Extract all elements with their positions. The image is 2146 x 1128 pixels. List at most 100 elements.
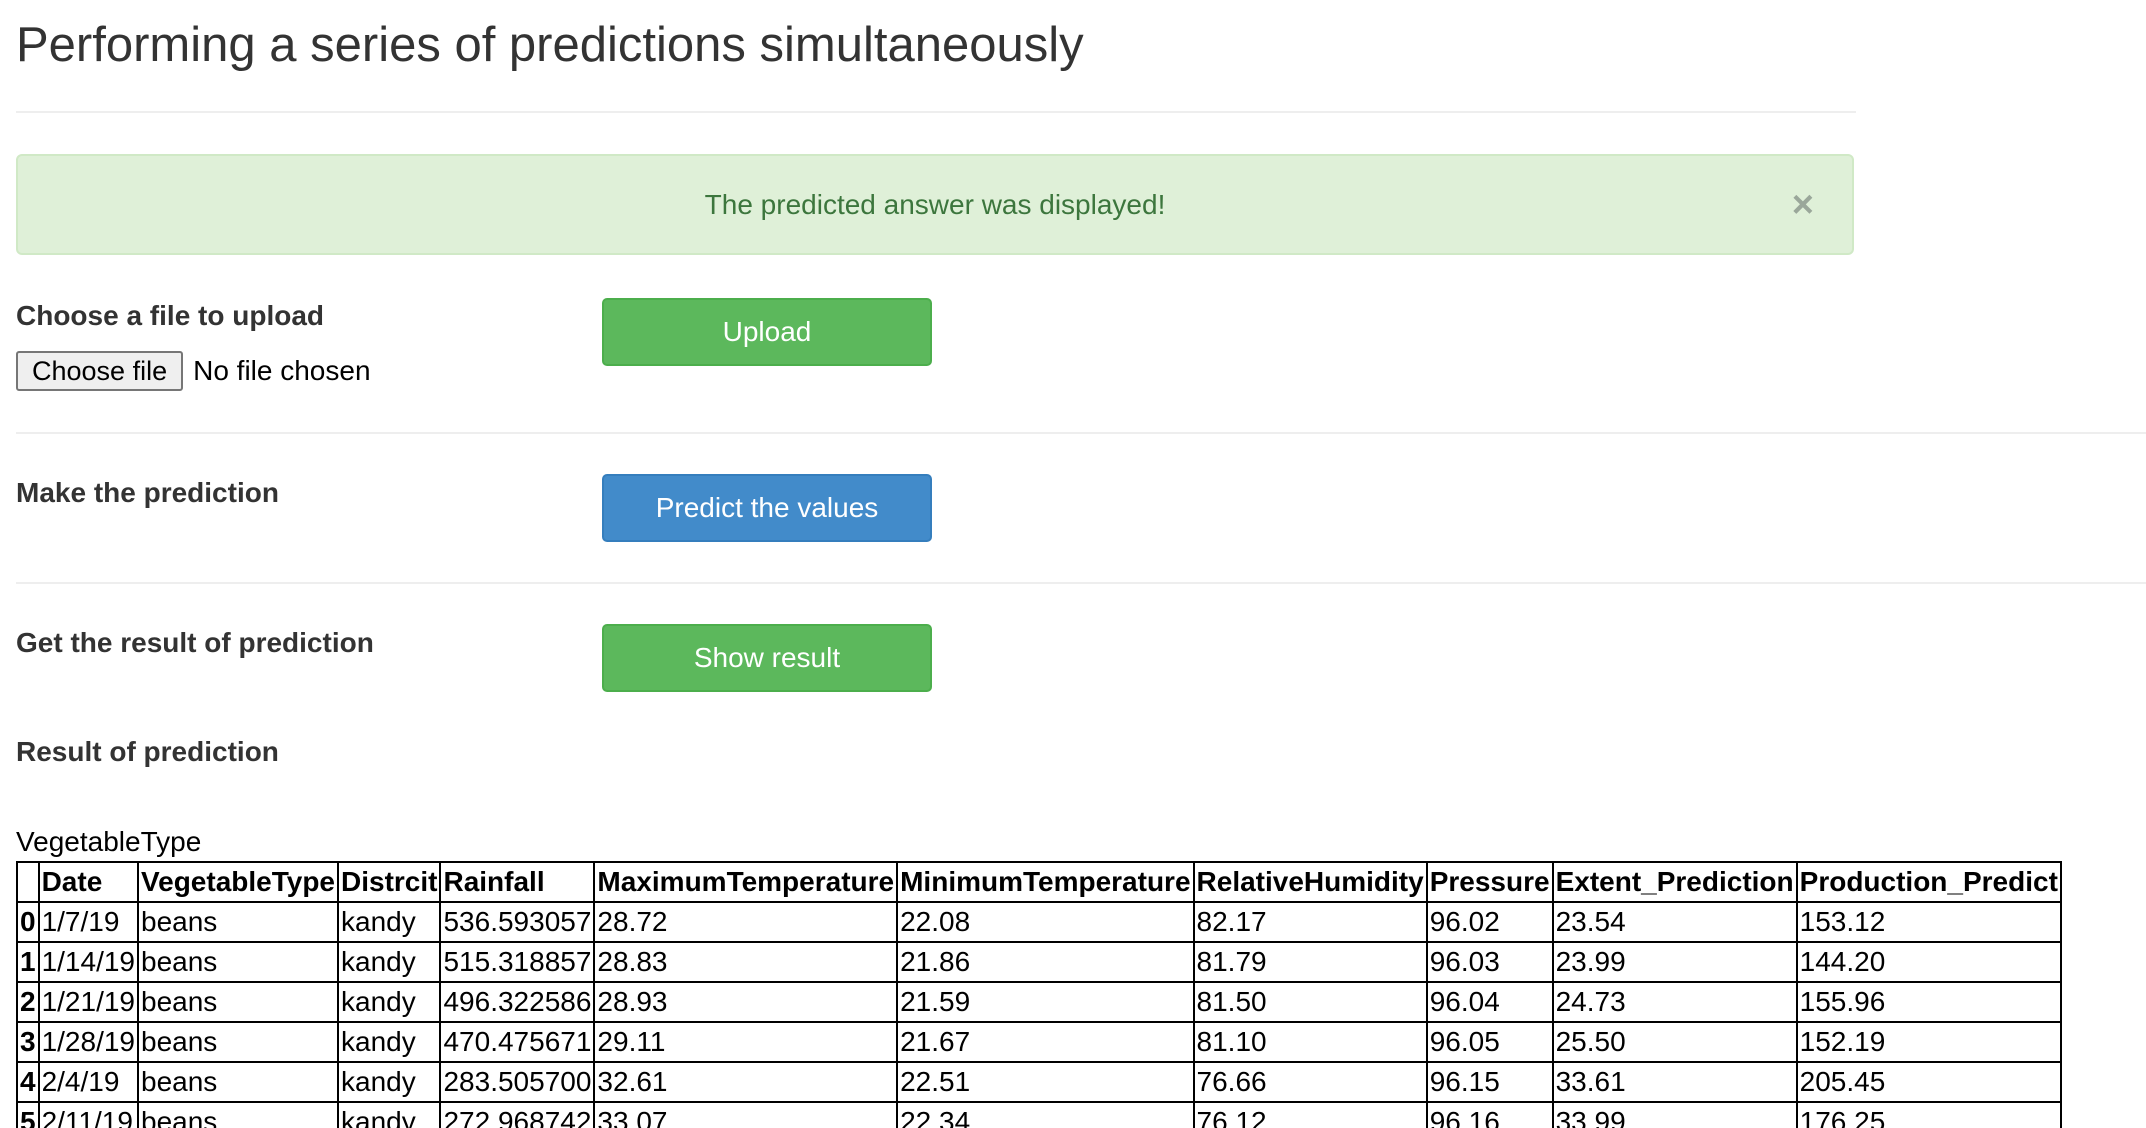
result-heading: Result of prediction — [16, 736, 279, 767]
table-cell: 2/11/19 — [37, 1101, 140, 1128]
table-cell: 28.93 — [593, 981, 899, 1023]
table-cell: 82.17 — [1192, 901, 1428, 943]
table-cell: 33.61 — [1551, 1061, 1798, 1103]
table-cell: kandy — [337, 901, 442, 943]
table-cell: 21.59 — [896, 981, 1195, 1023]
table-cell: beans — [136, 1021, 340, 1063]
table-cell: 1/28/19 — [37, 1021, 140, 1063]
table-row: 1 1/14/19 beans kandy 515.318857 28.83 21.86 81… — [16, 941, 2062, 983]
predict-button[interactable]: Predict the values — [602, 474, 932, 542]
file-status: No file chosen — [193, 355, 371, 386]
column-header: Distrcit — [337, 861, 442, 903]
table-cell: 96.03 — [1425, 941, 1554, 983]
table-cell: 470.475671 — [439, 1021, 596, 1063]
column-header — [16, 861, 40, 903]
table-cell: beans — [136, 1061, 340, 1103]
divider — [16, 582, 2146, 584]
table-cell: 76.66 — [1192, 1061, 1428, 1103]
table-cell: 24.73 — [1551, 981, 1798, 1023]
column-header: Extent_Prediction — [1551, 861, 1798, 903]
table-row: 0 1/7/19 beans kandy 536.593057 28.72 22.08 82.… — [16, 901, 2062, 943]
table-cell: 81.10 — [1192, 1021, 1428, 1063]
file-input[interactable]: Choose file No file chosen — [16, 350, 371, 392]
table-cell: kandy — [337, 1021, 442, 1063]
table-cell: 76.12 — [1192, 1101, 1428, 1128]
table-cell: kandy — [337, 981, 442, 1023]
table-cell: 81.50 — [1192, 981, 1428, 1023]
table-cell: kandy — [337, 941, 442, 983]
divider — [16, 432, 2146, 434]
table-cell: beans — [136, 1101, 340, 1128]
table-cell: 81.79 — [1192, 941, 1428, 983]
row-index: 0 — [16, 901, 40, 943]
table-cell: 22.51 — [896, 1061, 1195, 1103]
table-cell: 96.16 — [1425, 1101, 1554, 1128]
page-title: Performing a series of predictions simul… — [16, 18, 1084, 72]
table-cell: 23.54 — [1551, 901, 1798, 943]
table-row: 3 1/28/19 beans kandy 470.475671 29.11 21.67 81… — [16, 1021, 2062, 1063]
table-cell: kandy — [337, 1101, 442, 1128]
table-cell: 155.96 — [1795, 981, 2062, 1023]
table-row: 2 1/21/19 beans kandy 496.322586 28.93 21.59 81… — [16, 981, 2062, 1023]
choose-file-button[interactable]: Choose file — [16, 351, 184, 391]
table-cell: 283.505700 — [439, 1061, 596, 1103]
show-result-button[interactable]: Show result — [602, 624, 932, 692]
column-header: VegetableType — [136, 861, 340, 903]
table-header-row: Date VegetableType Distrcit Rainfall Maximum… — [16, 861, 2062, 903]
row-index: 5 — [16, 1101, 40, 1128]
table-row: 4 2/4/19 beans kandy 283.505700 32.61 22.51 76.… — [16, 1061, 2062, 1103]
table-row: 5 2/11/19 beans kandy 272.968742 33.07 22.34 76… — [16, 1101, 2062, 1128]
table-cell: 2/4/19 — [37, 1061, 140, 1103]
table-cell: 153.12 — [1795, 901, 2062, 943]
close-icon[interactable]: × — [1791, 183, 1814, 226]
table-cell: 496.322586 — [439, 981, 596, 1023]
table-cell: 205.45 — [1795, 1061, 2062, 1103]
column-header: Pressure — [1425, 861, 1554, 903]
table-cell: 21.67 — [896, 1021, 1195, 1063]
table-caption: VegetableType — [16, 826, 202, 857]
table-cell: 272.968742 — [439, 1101, 596, 1128]
table-cell: 22.08 — [896, 901, 1195, 943]
column-header: MinimumTemperature — [896, 861, 1195, 903]
table-cell: 25.50 — [1551, 1021, 1798, 1063]
row-index: 1 — [16, 941, 40, 983]
row-index: 2 — [16, 981, 40, 1023]
table-cell: 176.25 — [1795, 1101, 2062, 1128]
divider — [16, 111, 1856, 113]
table-cell: 28.72 — [593, 901, 899, 943]
table-cell: 28.83 — [593, 941, 899, 983]
column-header: Date — [37, 861, 140, 903]
row-index: 4 — [16, 1061, 40, 1103]
table-cell: beans — [136, 941, 340, 983]
table-cell: 1/7/19 — [37, 901, 140, 943]
table-cell: 96.04 — [1425, 981, 1554, 1023]
predict-label: Make the prediction — [16, 477, 279, 508]
table-cell: 536.593057 — [439, 901, 596, 943]
table-cell: beans — [136, 981, 340, 1023]
table-cell: 22.34 — [896, 1101, 1195, 1128]
table-cell: 33.99 — [1551, 1101, 1798, 1128]
table-cell: 21.86 — [896, 941, 1195, 983]
table-cell: beans — [136, 901, 340, 943]
table-cell: kandy — [337, 1061, 442, 1103]
result-table: Date VegetableType Distrcit Rainfall Maximum… — [16, 861, 2062, 1128]
upload-label: Choose a file to upload — [16, 300, 325, 331]
column-header: MaximumTemperature — [593, 861, 899, 903]
table-cell: 29.11 — [593, 1021, 899, 1063]
table-cell: 23.99 — [1551, 941, 1798, 983]
table-cell: 515.318857 — [439, 941, 596, 983]
table-cell: 33.07 — [593, 1101, 899, 1128]
row-index: 3 — [16, 1021, 40, 1063]
table-cell: 96.02 — [1425, 901, 1554, 943]
column-header: Rainfall — [439, 861, 596, 903]
table-cell: 152.19 — [1795, 1021, 2062, 1063]
alert-message: The predicted answer was displayed! — [704, 188, 1166, 220]
table-cell: 1/21/19 — [37, 981, 140, 1023]
column-header: Production_Predict — [1795, 861, 2062, 903]
upload-button[interactable]: Upload — [602, 298, 932, 366]
success-alert: The predicted answer was displayed! × — [16, 154, 1854, 255]
table-cell: 96.15 — [1425, 1061, 1554, 1103]
table-cell: 144.20 — [1795, 941, 2062, 983]
column-header: RelativeHumidity — [1192, 861, 1428, 903]
